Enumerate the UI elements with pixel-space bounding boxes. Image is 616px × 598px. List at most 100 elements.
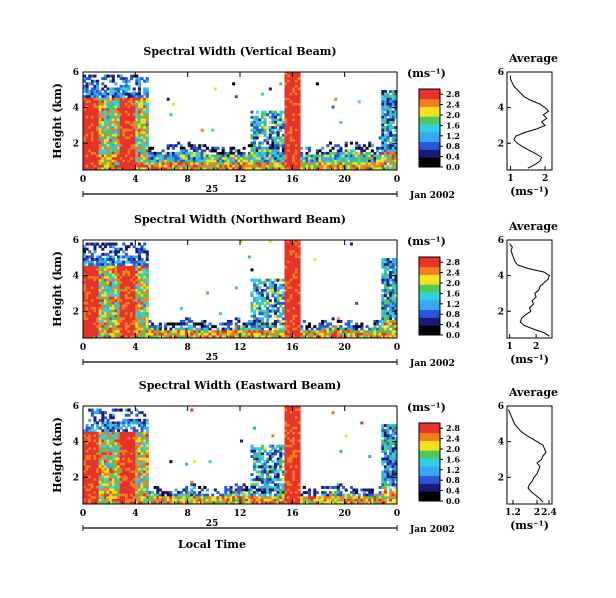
heatmap-cell [389, 110, 393, 114]
colorbar-swatch [419, 286, 440, 289]
heatmap-cell [143, 421, 147, 425]
heatmap-cell [130, 110, 134, 114]
heatmap-cell [124, 455, 128, 458]
average-y-tick-label: 2 [498, 139, 504, 149]
heatmap-cell [124, 322, 128, 326]
heatmap-cell [381, 105, 385, 109]
heatmap-cell [245, 332, 249, 336]
heatmap-cell [179, 327, 183, 331]
heatmap-cell [85, 488, 89, 492]
heatmap-cell [253, 283, 257, 287]
heatmap-cell [294, 252, 298, 256]
heatmap-cell [96, 424, 100, 428]
heatmap-cell [362, 332, 366, 336]
heatmap-cell [294, 307, 298, 311]
heatmap-cell [284, 304, 288, 308]
heatmap-cell [145, 462, 149, 466]
heatmap-cell [198, 157, 202, 161]
heatmap-cell [85, 294, 89, 298]
heatmap-cell [258, 296, 262, 300]
heatmap-cell [83, 429, 87, 433]
heatmap-cell [143, 105, 147, 109]
heatmap-cell [88, 294, 92, 298]
heatmap-cell [88, 164, 92, 168]
heatmap-cell [130, 281, 134, 285]
heatmap-cell [135, 325, 139, 329]
heatmap-cell [127, 418, 131, 422]
heatmap-cell [137, 332, 141, 336]
heatmap-cell [164, 159, 168, 163]
heatmap-cell [114, 473, 118, 477]
heatmap-cell [132, 162, 136, 166]
heatmap-cell [137, 123, 141, 127]
heatmap-cell [135, 273, 139, 277]
heatmap-cell [287, 270, 291, 274]
heatmap-cell [88, 151, 92, 155]
heatmap-cell [200, 144, 204, 148]
heatmap-cell [101, 110, 105, 114]
heatmap-cell [386, 113, 390, 117]
heatmap-cell [224, 164, 228, 168]
heatmap-cell [250, 157, 254, 161]
heatmap-cell [263, 322, 267, 326]
heatmap-cell [114, 281, 118, 285]
heatmap-cell [106, 286, 110, 290]
heatmap-cell [347, 164, 351, 168]
heatmap-cell [124, 309, 128, 313]
heatmap-cell [137, 449, 141, 453]
heatmap-cell [229, 146, 233, 150]
heatmap-cell [360, 149, 364, 153]
heatmap-cell [179, 330, 183, 334]
heatmap-cell [310, 330, 314, 334]
heatmap-cell [127, 299, 131, 303]
heatmap-cell [158, 164, 162, 168]
heatmap-cell [83, 436, 87, 440]
heatmap-cell [334, 330, 338, 334]
heatmap-cell [93, 449, 97, 453]
heatmap-cell [373, 154, 377, 158]
heatmap-cell [315, 157, 319, 161]
heatmap-cell [137, 87, 141, 91]
heatmap-cell [192, 162, 196, 166]
heatmap-cell [391, 265, 395, 269]
heatmap-cell [271, 304, 275, 308]
heatmap-cell [137, 84, 141, 88]
heatmap-cell [140, 501, 144, 505]
heatmap-cell [158, 332, 162, 336]
heatmap-cell [103, 100, 107, 104]
heatmap-cell [323, 164, 327, 168]
heatmap-cell [297, 258, 301, 262]
heatmap-cell [381, 151, 385, 155]
heatmap-cell [297, 126, 301, 130]
heatmap-cell [389, 154, 393, 158]
heatmap-cell [145, 105, 149, 109]
heatmap-cell [98, 449, 102, 453]
heatmap-cell [140, 260, 144, 264]
heatmap-cell [394, 289, 398, 292]
heatmap-cell [119, 260, 123, 264]
heatmap-cell [153, 162, 157, 166]
heatmap-cell [124, 141, 128, 145]
heatmap-cell [127, 498, 131, 502]
heatmap-cell [381, 314, 385, 318]
heatmap-cell [106, 301, 110, 305]
heatmap-cell [276, 335, 280, 339]
heatmap [83, 406, 398, 505]
heatmap-cell [88, 501, 92, 505]
heatmap-cell [328, 330, 332, 334]
heatmap-cell [355, 167, 359, 171]
heatmap-cell [389, 278, 393, 282]
heatmap-cell [253, 149, 257, 153]
heatmap-cell [98, 332, 102, 336]
heatmap-cell [287, 319, 291, 323]
heatmap-cell [119, 270, 123, 274]
day-label: 25 [206, 353, 219, 363]
heatmap-cell [258, 291, 262, 295]
heatmap-cell [96, 286, 100, 290]
heatmap-cell [132, 330, 136, 334]
heatmap-cell [281, 149, 285, 153]
heatmap-cell [355, 159, 359, 163]
heatmap-cell [93, 146, 97, 150]
heatmap-cell [93, 493, 97, 497]
heatmap-cell [323, 151, 327, 155]
